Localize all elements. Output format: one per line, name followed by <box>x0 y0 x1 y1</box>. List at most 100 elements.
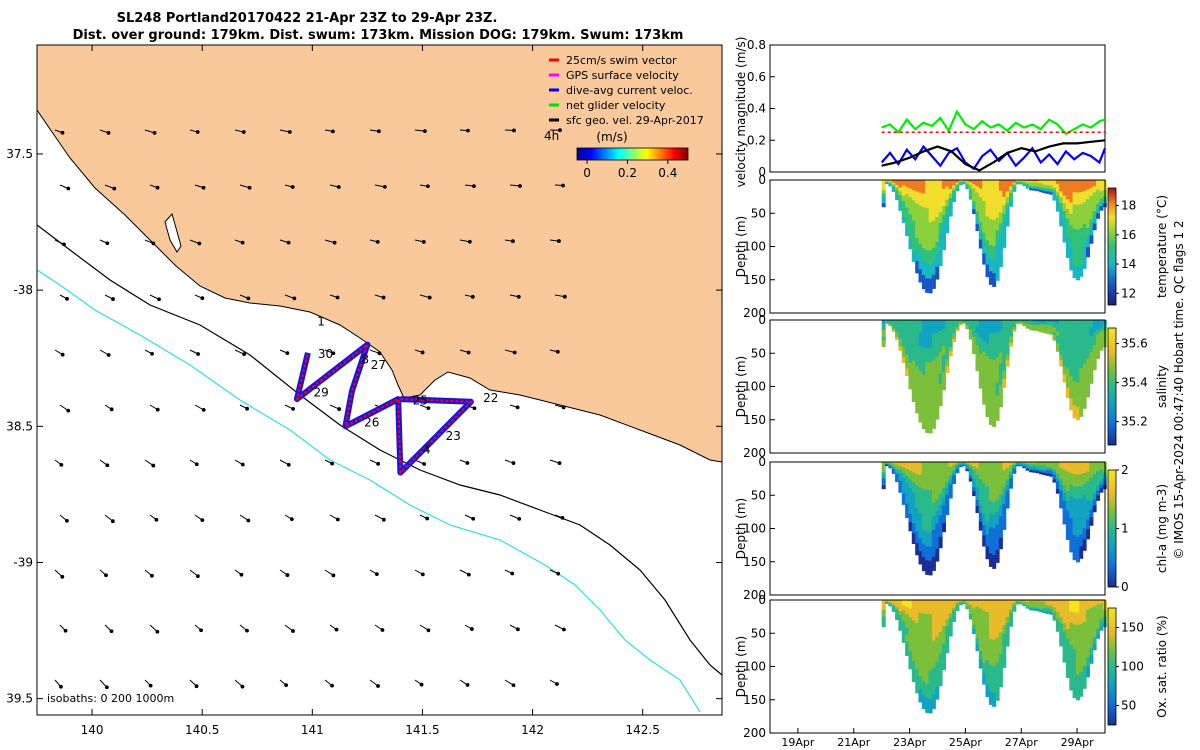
profile-cell <box>942 643 946 653</box>
profile-cell <box>935 661 940 675</box>
depth-tick-label: 100 <box>743 522 766 536</box>
profile-cell <box>911 512 916 524</box>
geo-velocity-arrow <box>99 349 111 357</box>
profile-cell <box>915 669 920 682</box>
profile-cell <box>962 183 967 185</box>
colorbar-tick-label: 14 <box>1121 257 1136 271</box>
profile-cell <box>921 543 926 558</box>
profile-cell <box>948 471 953 477</box>
profile-cell <box>1079 600 1084 613</box>
profile-cell <box>1045 185 1050 188</box>
profile-cell <box>968 182 973 186</box>
profile-cell <box>965 323 970 325</box>
profile-cell <box>895 617 899 621</box>
profile-cell <box>1086 519 1090 530</box>
profile-cell <box>955 602 960 605</box>
profile-cell <box>1005 502 1010 509</box>
profile-cell <box>948 211 953 217</box>
profile-cell <box>992 462 997 476</box>
profile-cell <box>911 640 916 652</box>
profile-cell <box>1052 182 1057 186</box>
profile-cell <box>931 613 936 628</box>
profile-cell <box>935 369 940 383</box>
profile-cell <box>915 496 920 509</box>
profile-cell <box>1062 631 1067 640</box>
profile-cell <box>945 186 950 194</box>
depth-tick-label: 0 <box>758 313 766 327</box>
profile-cell <box>1055 195 1060 201</box>
profile-cell <box>1072 612 1077 625</box>
profile-cell <box>985 600 990 613</box>
profile-cell <box>948 320 953 326</box>
profile-cell <box>1029 462 1033 464</box>
profile-cell <box>998 472 1003 485</box>
profile-cell <box>1086 628 1090 639</box>
profile-cell <box>1009 622 1013 627</box>
profile-cell <box>1045 325 1050 328</box>
profile-cell <box>952 338 956 343</box>
profile-cell <box>938 515 943 527</box>
geo-velocity-arrow <box>59 294 69 301</box>
profile-cell <box>938 483 943 495</box>
profile-cell <box>1072 636 1077 650</box>
profile-cell <box>1079 684 1084 697</box>
profile-cell <box>1069 644 1074 657</box>
profile-cell <box>915 354 920 367</box>
profile-cell <box>1032 325 1037 327</box>
profile-cell <box>938 341 943 353</box>
profile-cell <box>931 333 936 348</box>
profile-cell <box>1096 619 1100 625</box>
profile-cell <box>915 473 920 486</box>
profile-cell <box>915 320 920 333</box>
land-area <box>37 45 722 463</box>
profile-cell <box>891 601 896 604</box>
profile-cell <box>895 337 899 341</box>
profile-cell <box>1096 180 1100 186</box>
geo-velocity-arrow <box>504 679 516 688</box>
profile-cell <box>938 373 943 385</box>
profile-cell <box>1025 181 1030 183</box>
profile-cell <box>911 220 916 232</box>
profile-cell <box>992 653 997 667</box>
profile-cell <box>992 475 997 490</box>
profile-cell <box>911 502 916 514</box>
profile-cell <box>1059 360 1064 367</box>
profile-cell <box>1009 609 1013 614</box>
profile-cell <box>1029 324 1033 327</box>
profile-cell <box>1052 600 1057 604</box>
profile-cell <box>925 362 930 377</box>
profile-cell <box>1005 640 1010 647</box>
profile-cell <box>1089 320 1094 329</box>
profile-cell <box>898 488 903 493</box>
profile-cell <box>898 607 903 612</box>
profile-cell <box>1025 465 1030 467</box>
profile-cell <box>1062 343 1067 352</box>
profile-cell <box>898 603 903 609</box>
profile-cell <box>908 362 913 373</box>
profile-cell <box>895 604 899 608</box>
profile-cell <box>898 195 903 200</box>
geo-velocity-arrow <box>324 239 337 245</box>
profile-cell <box>985 228 990 241</box>
profile-cell <box>955 470 960 472</box>
profile-cell <box>1002 328 1007 338</box>
profile-cell <box>975 631 980 639</box>
profile-cell <box>948 613 953 619</box>
geo-velocity-arrow <box>234 349 246 357</box>
profile-cell <box>888 324 893 326</box>
profile-cell <box>1069 518 1074 530</box>
profile-cell <box>1005 325 1010 332</box>
profile-cell <box>1025 327 1030 329</box>
profile-cell <box>955 605 960 608</box>
profile-cell <box>1009 462 1013 466</box>
profile-cell <box>898 462 903 467</box>
profile-cell <box>918 525 923 539</box>
profile-cell <box>998 180 1003 192</box>
profile-cell <box>1082 397 1087 409</box>
geo-velocity-arrow <box>329 404 342 411</box>
geo-velocity-arrow <box>234 679 245 689</box>
profile-cell <box>1092 332 1097 340</box>
profile-cell <box>942 320 946 330</box>
profile-cell <box>881 603 886 608</box>
depth-tick-label: 150 <box>743 273 766 287</box>
